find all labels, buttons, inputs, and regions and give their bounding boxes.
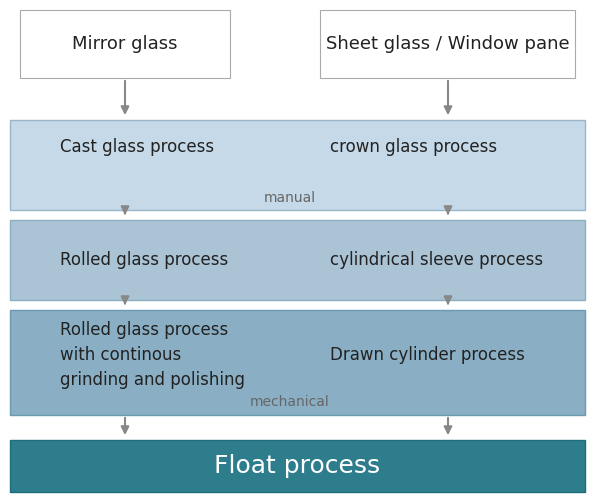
Text: Rolled glass process
with continous
grinding and polishing: Rolled glass process with continous grin… — [60, 321, 245, 389]
Text: Drawn cylinder process: Drawn cylinder process — [330, 346, 525, 364]
Bar — [320, 10, 575, 78]
Text: cylindrical sleeve process: cylindrical sleeve process — [330, 251, 543, 269]
Text: crown glass process: crown glass process — [330, 138, 497, 156]
Bar — [10, 310, 585, 415]
Bar — [10, 220, 585, 300]
Text: mechanical: mechanical — [250, 395, 330, 409]
Text: Sheet glass / Window pane: Sheet glass / Window pane — [326, 35, 569, 53]
Text: Mirror glass: Mirror glass — [72, 35, 178, 53]
Bar — [10, 440, 585, 492]
Bar — [10, 120, 585, 210]
Text: manual: manual — [264, 191, 316, 205]
Text: Cast glass process: Cast glass process — [60, 138, 214, 156]
Text: Float process: Float process — [214, 454, 380, 478]
Text: Rolled glass process: Rolled glass process — [60, 251, 228, 269]
Bar — [20, 10, 230, 78]
